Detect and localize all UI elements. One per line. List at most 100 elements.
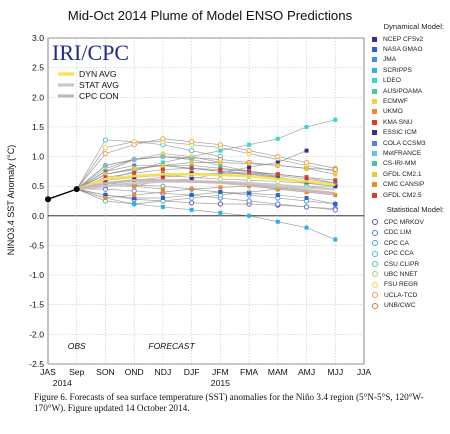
average-legend-label: STAT AVG [79, 80, 119, 90]
legend-item: FSU REGR [362, 280, 450, 290]
model-point [275, 175, 280, 180]
model-point [246, 148, 252, 154]
model-point [132, 193, 137, 198]
model-point [103, 175, 108, 180]
model-point [304, 190, 309, 195]
legend-marker [372, 88, 377, 94]
legend-marker [372, 292, 378, 299]
model-point [333, 184, 338, 189]
x-tick-label: FMA [240, 367, 258, 377]
model-line [76, 153, 221, 190]
model-line [76, 141, 336, 190]
observed-line [45, 186, 80, 203]
legend-item: SCRIPPS [362, 65, 450, 75]
model-series [76, 166, 338, 190]
legend-item: NASA GMAO [362, 44, 450, 54]
model-point [132, 184, 137, 189]
legend-item: GFDL CM2.1 [362, 169, 450, 179]
x-tick-label: JAS [40, 367, 56, 377]
legend-marker [372, 171, 377, 177]
x-tick-label: JFM [212, 367, 229, 377]
legend-item: GFDL CM2.5 [362, 190, 450, 200]
model-point [160, 151, 165, 156]
model-point [275, 160, 280, 165]
model-line [76, 138, 336, 190]
legend-marker [372, 99, 377, 105]
x-tick-label: MJJ [327, 367, 343, 377]
legend-marker [372, 240, 378, 247]
legend-marker [372, 192, 377, 198]
chart-title: Mid-Oct 2014 Plume of Model ENSO Predict… [68, 8, 353, 23]
model-point [275, 201, 281, 207]
model-point [217, 201, 223, 207]
y-tick-label: 3.0 [32, 33, 44, 43]
model-point [333, 178, 338, 183]
model-series [76, 160, 338, 190]
model-series [76, 154, 194, 190]
model-point [103, 166, 108, 171]
legend-label: CPC CCA [384, 250, 414, 258]
statistical-legend-header: Statistical Model: [386, 205, 444, 215]
legend-marker [372, 119, 377, 125]
legend-label: UNB/CWC [384, 302, 416, 310]
model-point [132, 163, 137, 168]
y-tick-labels: -2.5 -2.0 -1.5 -1.0 -0.5 0.0 0.5 1.0 1.5 2.0 2.5 3.… [29, 33, 44, 369]
legend-item: MetFRANCE [362, 148, 450, 158]
model-point [275, 153, 281, 160]
model-point [332, 166, 338, 173]
model-point [160, 175, 165, 180]
y-tick-label: -1.5 [29, 300, 44, 310]
model-point [304, 225, 309, 230]
legend-item: COLA CCSM3 [362, 138, 450, 148]
model-series [76, 136, 338, 190]
model-point [247, 213, 252, 218]
model-point [189, 160, 194, 165]
model-point [247, 165, 252, 170]
legend-label: NASA GMAO [383, 46, 423, 54]
legend-item: CPC CA [362, 238, 450, 248]
model-line [76, 162, 336, 190]
model-point [189, 148, 195, 154]
model-legend: Dynamical Model: NCEP CFSv2 NASA GMAO JMA S… [362, 22, 450, 311]
legend-item: CDC LIM [362, 228, 450, 238]
model-point [189, 200, 195, 206]
year-label: 2014 [53, 378, 72, 388]
model-point [160, 167, 165, 172]
y-tick-label: -0.5 [29, 240, 44, 250]
legend-label: NCEP CFSv2 [383, 35, 424, 43]
x-tick-label: JJA [357, 367, 372, 377]
model-point [160, 187, 165, 192]
x-tick-labels: JAS Sep SON OND NDJ DJF JFM FMA MAM AMJ MJJ JJA 2014… [40, 367, 371, 388]
model-point [275, 219, 280, 224]
model-point [160, 136, 166, 142]
legend-item: CPC CCA [362, 248, 450, 258]
model-point [217, 176, 223, 182]
model-point [189, 187, 194, 192]
legend-label: UKMO [383, 108, 403, 116]
model-point [189, 166, 194, 171]
legend-label: AUS/POAMA [383, 87, 423, 95]
legend-label: GFDL CM2.1 [383, 170, 422, 178]
y-tick-label: 1.5 [32, 122, 44, 132]
legend-item: NCEP CFSv2 [362, 34, 450, 44]
y-tick-label: 2.5 [32, 63, 44, 73]
model-point [333, 237, 338, 242]
model-series [76, 188, 338, 242]
legend-label: CSU CLIPR [384, 260, 420, 268]
model-point [132, 196, 137, 201]
legend-label: LDEO [383, 77, 401, 85]
model-point [160, 204, 165, 209]
legend-marker [372, 271, 378, 278]
legend-item: UCLA-TCD [362, 290, 450, 300]
y-tick-label: 2.0 [32, 92, 44, 102]
model-point [160, 160, 165, 165]
obs-label: OBS [68, 341, 86, 351]
figure-caption: Figure 6. Forecasts of sea surface tempe… [34, 392, 424, 413]
observed-line-path [47, 188, 77, 200]
model-point [304, 196, 309, 201]
y-tick-label: 0.5 [32, 181, 44, 191]
legend-item: JMA [362, 55, 450, 65]
legend-marker [372, 130, 377, 136]
legend-marker [372, 47, 377, 53]
